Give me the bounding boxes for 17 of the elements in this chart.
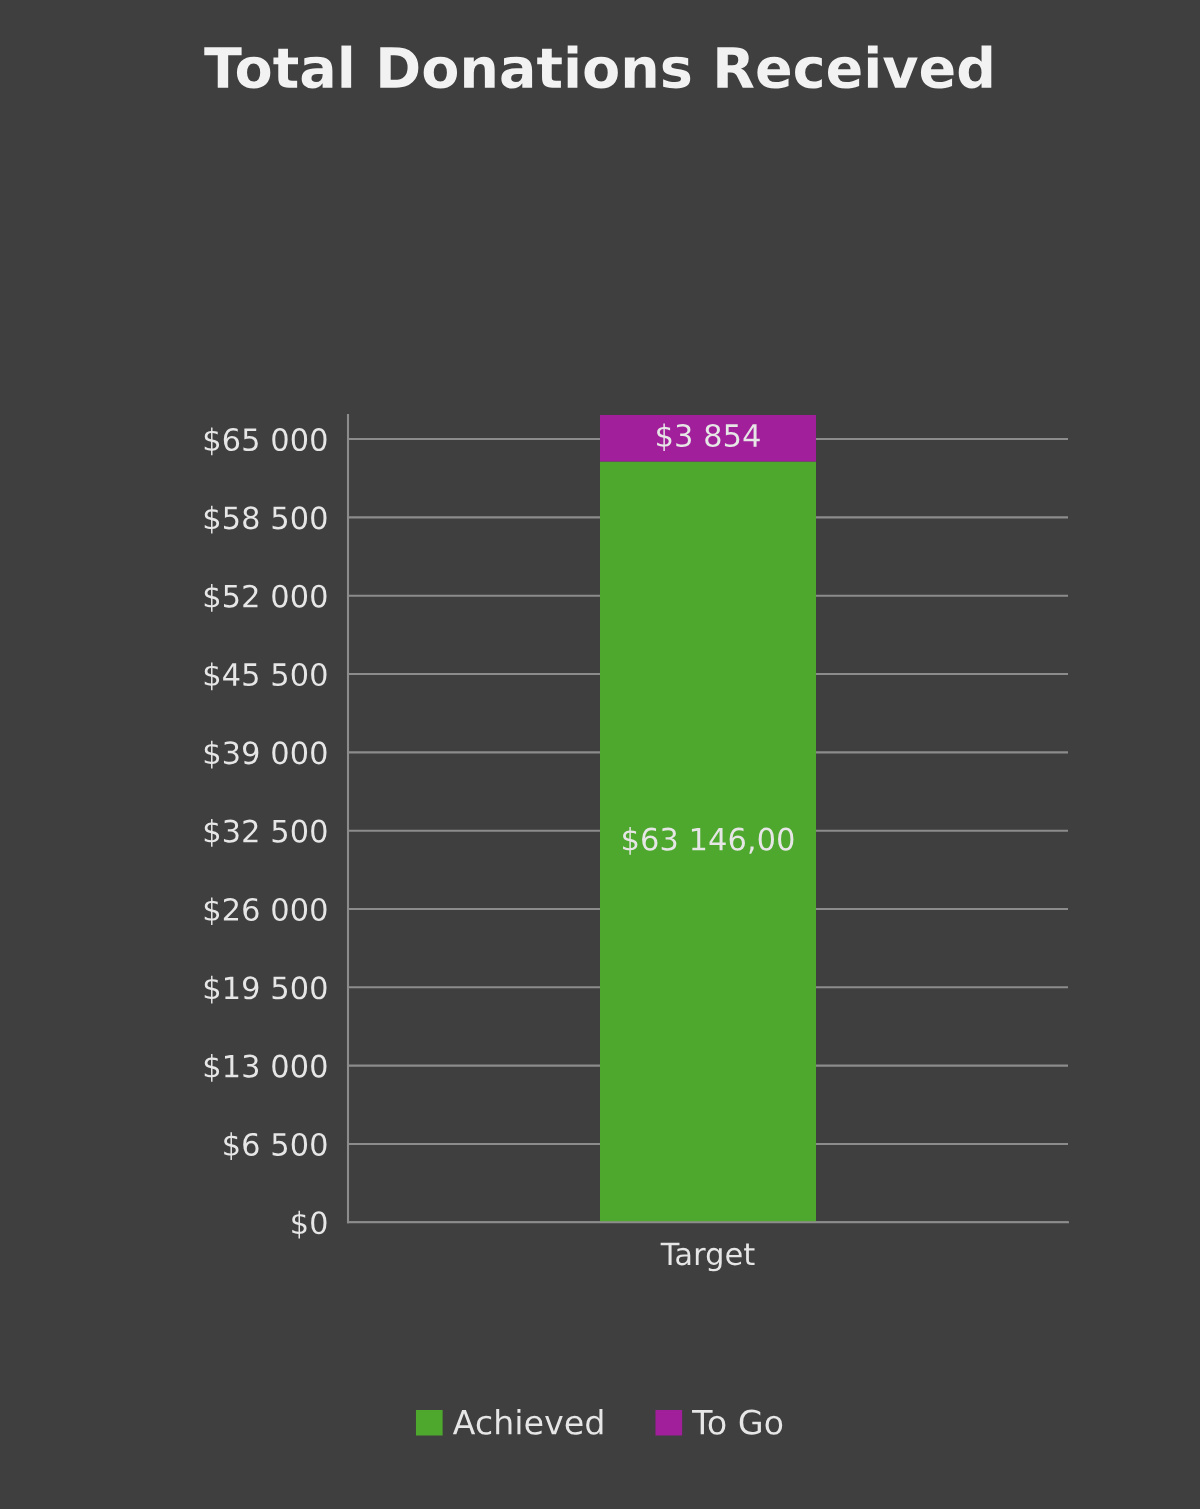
y-tick-label: $13 000 [204,1054,327,1082]
y-tick-label: $6 500 [224,1132,327,1161]
y-tick-label: $0 [292,1210,327,1239]
y-tick-label: $65 000 [204,427,327,456]
y-tick-label: $52 000 [204,584,327,612]
y-tick-label: $26 000 [204,897,327,926]
legend-label: To Go [692,1409,783,1435]
legend-label: Achieved [452,1409,603,1435]
data-label: $3 854 [657,423,760,452]
y-tick-label: $58 500 [204,505,327,534]
y-tick-label: $45 500 [204,662,327,691]
y-tick-label: $39 000 [204,740,327,769]
y-tick-label: $19 500 [204,975,327,1004]
y-tick-label: $32 500 [204,819,327,847]
data-label: $63 146,00 [623,827,794,855]
chart-title: Total Donations Received [204,45,992,89]
x-tick-label: Target [660,1242,755,1272]
